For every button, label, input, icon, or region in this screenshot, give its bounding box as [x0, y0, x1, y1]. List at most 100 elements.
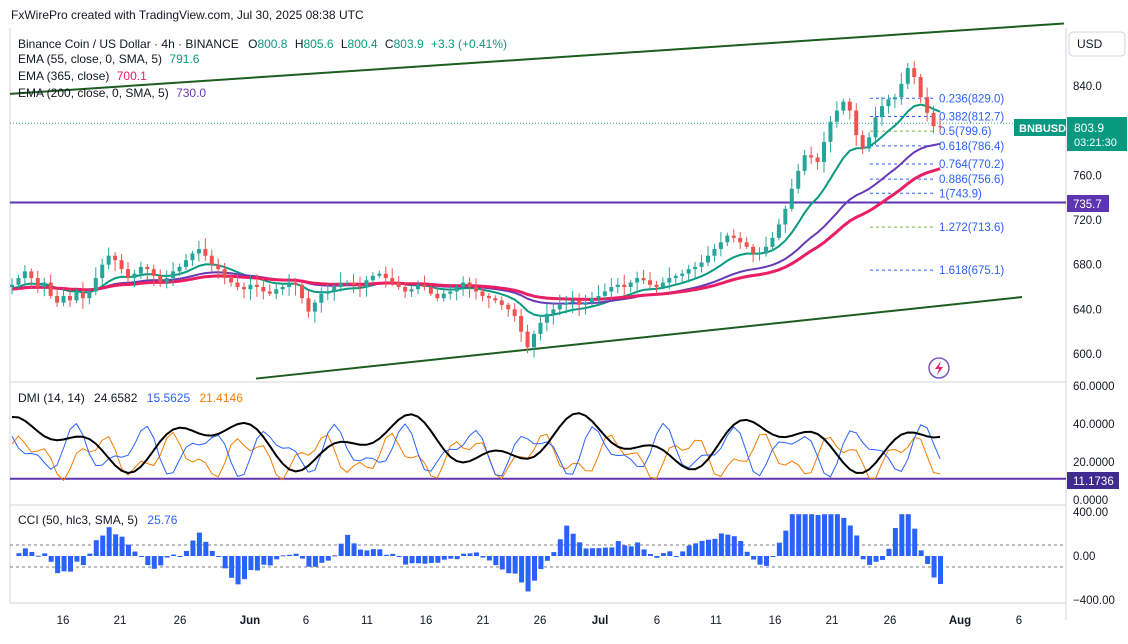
- cci-bar: [171, 554, 177, 556]
- trend-lines[interactable]: [9, 22, 1066, 380]
- candle-body: [35, 278, 40, 287]
- cci-bar: [364, 550, 370, 556]
- cci-bar: [16, 553, 22, 556]
- cci-bar: [358, 549, 363, 556]
- time-tick-label: 16: [420, 615, 433, 627]
- ema365-value: 700.1: [117, 69, 147, 83]
- cci-bar: [119, 536, 125, 556]
- lightning-icon[interactable]: [928, 357, 950, 379]
- dmi-minus-value: 21.4146: [200, 391, 244, 405]
- candle-body: [345, 282, 350, 284]
- legend-low-label: L: [341, 37, 348, 51]
- time-tick-label: 6: [1016, 615, 1022, 627]
- bar-countdown: 03:21:30: [1074, 137, 1117, 149]
- cci-bar: [441, 556, 447, 560]
- candle-body: [29, 271, 34, 279]
- cci-bar: [635, 542, 641, 556]
- candle-body: [744, 242, 749, 247]
- cci-bar: [880, 556, 885, 560]
- cci-bar: [467, 553, 473, 556]
- cci-bar: [731, 536, 737, 556]
- cci-bar: [609, 547, 615, 556]
- time-axis: 16 21 26 Jun 6 11 16 21 26 Jul 6 11 16 21 26 Aug 6: [57, 615, 1023, 627]
- cci-bar: [190, 540, 196, 556]
- cci-bar: [918, 550, 924, 556]
- cci-bar: [570, 533, 576, 556]
- candle-body: [544, 313, 549, 323]
- cci-bar: [454, 556, 460, 560]
- cci-bar: [686, 545, 692, 556]
- ema365-label: EMA (365, close): [18, 69, 109, 83]
- cci-bar: [338, 543, 344, 556]
- candle-body: [480, 291, 485, 296]
- cci-bar: [699, 540, 705, 556]
- cci-bar: [854, 535, 860, 556]
- cci-bar: [74, 556, 80, 562]
- currency-label[interactable]: USD: [1077, 37, 1103, 51]
- legend-close: 803.9: [394, 37, 424, 51]
- level-price-badge: 735.7: [1067, 195, 1109, 212]
- candle-body: [660, 282, 665, 287]
- time-tick-label: 26: [174, 615, 187, 627]
- candle-body: [100, 264, 105, 279]
- svg-text:EMA (365, close) 700.1: EMA (365, close) 700.1: [18, 69, 147, 83]
- candle-body: [706, 255, 710, 263]
- candle-body: [441, 293, 446, 299]
- fibonacci-levels: 0.236(829.0) 0.382(812.7) 0.5(799.6) 0.618(…: [870, 93, 1004, 277]
- cci-bar: [673, 556, 679, 557]
- fib-label: 1.272(713.6): [939, 222, 1004, 234]
- candle-body: [751, 246, 756, 254]
- candle-body: [822, 141, 826, 162]
- cci-bar: [29, 551, 35, 556]
- candle-body: [648, 280, 652, 285]
- time-tick-label: Aug: [949, 615, 971, 627]
- cci-value: 25.76: [147, 513, 177, 527]
- cci-bar: [93, 540, 99, 556]
- cci-bar: [538, 556, 544, 570]
- cci-bar: [184, 550, 189, 556]
- candle-body: [42, 282, 47, 287]
- fib-label: 0.618(786.4): [939, 141, 1004, 153]
- candle-body: [416, 284, 420, 290]
- candle-body: [602, 291, 607, 296]
- cci-bar: [660, 553, 666, 556]
- candle-body: [171, 271, 176, 279]
- candle-body: [609, 287, 614, 292]
- ema55-label: EMA (55, close, 0, SMA, 5): [18, 52, 162, 66]
- candle-body: [776, 224, 781, 238]
- cci-bar: [435, 556, 441, 563]
- dmi-level-badge: 11.1736: [1067, 472, 1119, 489]
- candle-body: [828, 121, 833, 142]
- candle-body: [905, 68, 910, 84]
- cci-bar: [905, 514, 911, 556]
- candle-body: [551, 309, 556, 314]
- candle-body: [867, 137, 872, 149]
- candle-body: [422, 284, 427, 287]
- time-tick-label: 6: [654, 615, 660, 627]
- candle-body: [126, 269, 130, 279]
- cci-bar: [847, 525, 853, 556]
- cci-bar: [712, 538, 718, 556]
- cci-bar: [493, 556, 499, 566]
- candle-body: [242, 287, 246, 290]
- cci-bar: [783, 530, 789, 556]
- time-tick-label: 6: [303, 615, 309, 627]
- candle-body: [319, 293, 324, 303]
- lower-trendline: [255, 296, 1023, 380]
- cci-bar: [332, 555, 338, 557]
- candle-body: [854, 110, 859, 136]
- candle-body: [796, 170, 801, 189]
- svg-text:CCI (50, hlc3, SMA, 5) 25.: CCI (50, hlc3, SMA, 5) 25.76: [18, 513, 178, 527]
- cci-bar: [306, 556, 312, 567]
- dmi-adx-value: 24.6582: [94, 391, 138, 405]
- candle-body: [158, 275, 163, 283]
- cci-bar: [22, 548, 28, 556]
- legend-change: +3.3 (+0.41%): [431, 37, 507, 51]
- candle-body: [892, 97, 897, 100]
- candle-body: [48, 282, 53, 296]
- cci-bar: [209, 550, 215, 556]
- cci-bar: [506, 556, 512, 574]
- currency-button[interactable]: USD: [1068, 31, 1126, 57]
- cci-bar: [293, 553, 299, 556]
